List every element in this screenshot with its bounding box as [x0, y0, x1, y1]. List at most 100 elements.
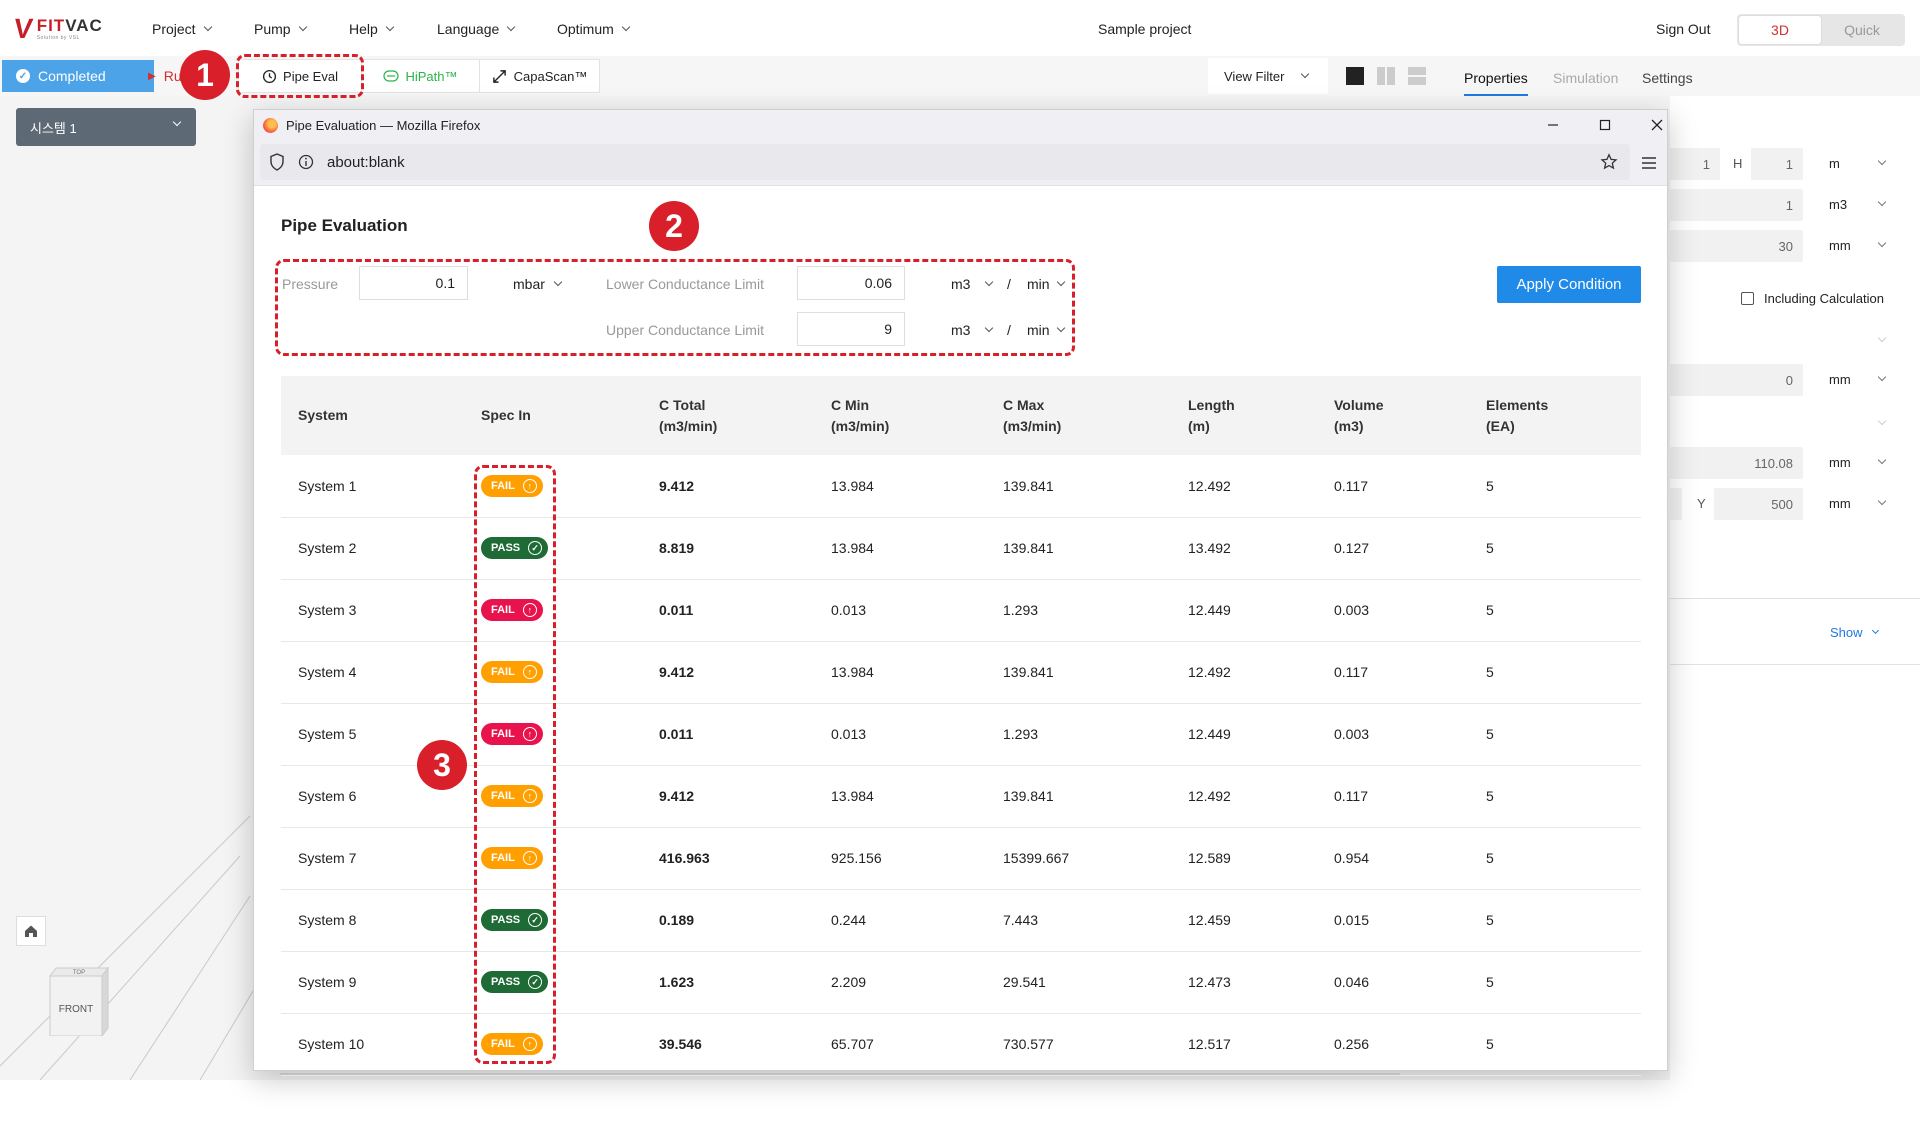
x-field[interactable]: 110.08 — [1670, 447, 1803, 479]
view-mode-3d[interactable]: 3D — [1739, 16, 1821, 44]
url-bar[interactable]: about:blank — [260, 144, 1630, 180]
fail-badge[interactable]: FAIL ↑ — [481, 474, 543, 497]
menu-optimum[interactable]: Optimum — [557, 21, 631, 37]
upper-limit-input[interactable]: 9 — [797, 312, 905, 346]
menu-project[interactable]: Project — [152, 21, 212, 37]
bookmark-star-icon[interactable] — [1600, 153, 1618, 171]
hamburger-menu-icon[interactable] — [1641, 156, 1657, 170]
url-text[interactable]: about:blank — [327, 154, 405, 171]
up-arrow-circle-icon: ↑ — [522, 851, 537, 865]
lower-limit-input[interactable]: 0.06 — [797, 266, 905, 300]
lower-time-unit-select[interactable]: min — [1027, 276, 1065, 292]
offset-field[interactable]: 0 — [1670, 364, 1803, 396]
view-mode-quick[interactable]: Quick — [1844, 22, 1880, 38]
capascan-button[interactable]: CapaScan™ — [480, 59, 600, 93]
table-row[interactable]: System 4 FAIL ↑ 9.412 13.984 139.841 12.492 0.1… — [281, 641, 1641, 704]
cell-length: 12.473 — [1171, 951, 1317, 1014]
lower-volume-unit-select[interactable]: m3 — [951, 276, 994, 292]
info-icon[interactable] — [298, 154, 314, 170]
menu-language[interactable]: Language — [437, 21, 516, 37]
pass-badge[interactable]: PASS ✓ — [481, 537, 549, 559]
volume-unit[interactable]: m3 — [1829, 197, 1848, 212]
pipe-eval-button[interactable]: Pipe Eval — [238, 59, 362, 93]
view-filter-dropdown[interactable]: View Filter — [1208, 58, 1328, 94]
window-titlebar[interactable]: Pipe Evaluation — Mozilla Firefox — [254, 110, 1667, 140]
table-row[interactable]: System 3 FAIL ↑ 0.011 0.013 1.293 12.449 0.003 5 — [281, 579, 1641, 642]
fail-badge[interactable]: FAIL ↑ — [481, 847, 543, 869]
offset-unit[interactable]: mm — [1829, 372, 1851, 387]
tab-simulation[interactable]: Simulation — [1553, 70, 1619, 86]
diameter-field[interactable]: 30 — [1670, 230, 1803, 262]
close-button[interactable] — [1645, 114, 1669, 136]
cell-c-min: 13.984 — [814, 455, 986, 518]
tab-properties[interactable]: Properties — [1464, 70, 1528, 96]
home-button[interactable] — [16, 916, 46, 946]
shield-icon[interactable] — [269, 153, 285, 171]
annotation-box-1 — [236, 54, 364, 98]
menu-help[interactable]: Help — [349, 21, 395, 37]
layout-rows-icon[interactable] — [1408, 67, 1426, 85]
system-select[interactable]: 시스템 1 — [16, 108, 196, 146]
cell-length: 13.492 — [1171, 517, 1317, 580]
volume-field[interactable]: 1 — [1670, 189, 1803, 221]
firefox-icon — [263, 118, 278, 133]
cell-system: System 2 — [281, 517, 464, 580]
cell-c-max: 139.841 — [986, 641, 1171, 704]
cell-c-total: 9.412 — [642, 455, 814, 518]
cell-length: 12.449 — [1171, 703, 1317, 766]
diameter-unit[interactable]: mm — [1829, 238, 1851, 253]
fail-badge[interactable]: FAIL ↑ — [481, 1033, 543, 1055]
cell-c-min: 0.013 — [814, 703, 986, 766]
including-calculation-checkbox[interactable]: Including Calculation — [1741, 291, 1884, 306]
y-field[interactable]: 500 — [1714, 488, 1803, 520]
show-link[interactable]: Show — [1830, 625, 1879, 640]
table-row[interactable]: System 10 FAIL ↑ 39.546 65.707 730.577 12.517 0… — [281, 1013, 1641, 1076]
table-row[interactable]: System 1 FAIL ↑ 9.412 13.984 139.841 12.492 0.1… — [281, 455, 1641, 518]
minimize-button[interactable] — [1541, 114, 1565, 136]
pass-badge[interactable]: PASS ✓ — [481, 909, 549, 931]
fitvac-logo[interactable]: V FITVAC Solution by VSL — [12, 13, 103, 44]
height-field[interactable]: 1 — [1751, 148, 1803, 180]
layout-single-icon[interactable] — [1346, 67, 1364, 85]
table-row[interactable]: System 5 FAIL ↑ 0.011 0.013 1.293 12.449 0.003 5 — [281, 703, 1641, 766]
cell-c-max: 1.293 — [986, 579, 1171, 642]
width-field[interactable]: 1 — [1670, 148, 1720, 180]
upper-time-unit-select[interactable]: min — [1027, 322, 1065, 338]
cell-length: 12.459 — [1171, 889, 1317, 952]
cell-elements: 5 — [1469, 889, 1641, 952]
cell-volume: 0.117 — [1317, 641, 1469, 704]
cell-system: System 8 — [281, 889, 464, 952]
cell-volume: 0.003 — [1317, 579, 1469, 642]
upper-volume-unit-select[interactable]: m3 — [951, 322, 994, 338]
x-unit[interactable]: mm — [1829, 455, 1851, 470]
sign-out-link[interactable]: Sign Out — [1656, 21, 1711, 37]
layout-columns-icon[interactable] — [1377, 67, 1395, 85]
fail-badge[interactable]: FAIL ↑ — [481, 785, 543, 807]
fail-badge[interactable]: FAIL ↑ — [481, 723, 543, 745]
maximize-button[interactable] — [1593, 114, 1617, 136]
pressure-unit-select[interactable]: mbar — [513, 276, 563, 292]
run-button[interactable]: ▶ Ru — [148, 68, 182, 84]
tab-settings[interactable]: Settings — [1642, 70, 1693, 86]
logo-name-2: VAC — [65, 16, 103, 35]
view-mode-toggle: 3D Quick — [1737, 14, 1905, 46]
column-header: Spec In — [481, 407, 531, 423]
menu-pump[interactable]: Pump — [254, 21, 307, 37]
cell-c-max: 29.541 — [986, 951, 1171, 1014]
navigation-cube[interactable]: TOP FRONT — [46, 962, 112, 1036]
fail-badge[interactable]: FAIL ↑ — [481, 599, 543, 621]
pressure-input[interactable]: 0.1 — [359, 266, 468, 300]
h-label: H — [1733, 156, 1743, 171]
pass-badge[interactable]: PASS ✓ — [481, 971, 549, 993]
cell-c-min: 13.984 — [814, 765, 986, 828]
dimension-unit[interactable]: m — [1829, 156, 1840, 171]
y-unit[interactable]: mm — [1829, 496, 1851, 511]
maximize-icon — [1599, 119, 1611, 131]
chevron-down-icon — [203, 22, 212, 32]
fail-badge[interactable]: FAIL ↑ — [481, 661, 543, 683]
close-icon — [1651, 119, 1663, 131]
table-row[interactable]: System 9 PASS ✓ 1.623 2.209 29.541 12.473 0.046… — [281, 951, 1641, 1014]
apply-condition-button[interactable]: Apply Condition — [1497, 266, 1641, 303]
hipath-button[interactable]: HiPath™ — [362, 59, 480, 93]
cell-c-max: 139.841 — [986, 765, 1171, 828]
